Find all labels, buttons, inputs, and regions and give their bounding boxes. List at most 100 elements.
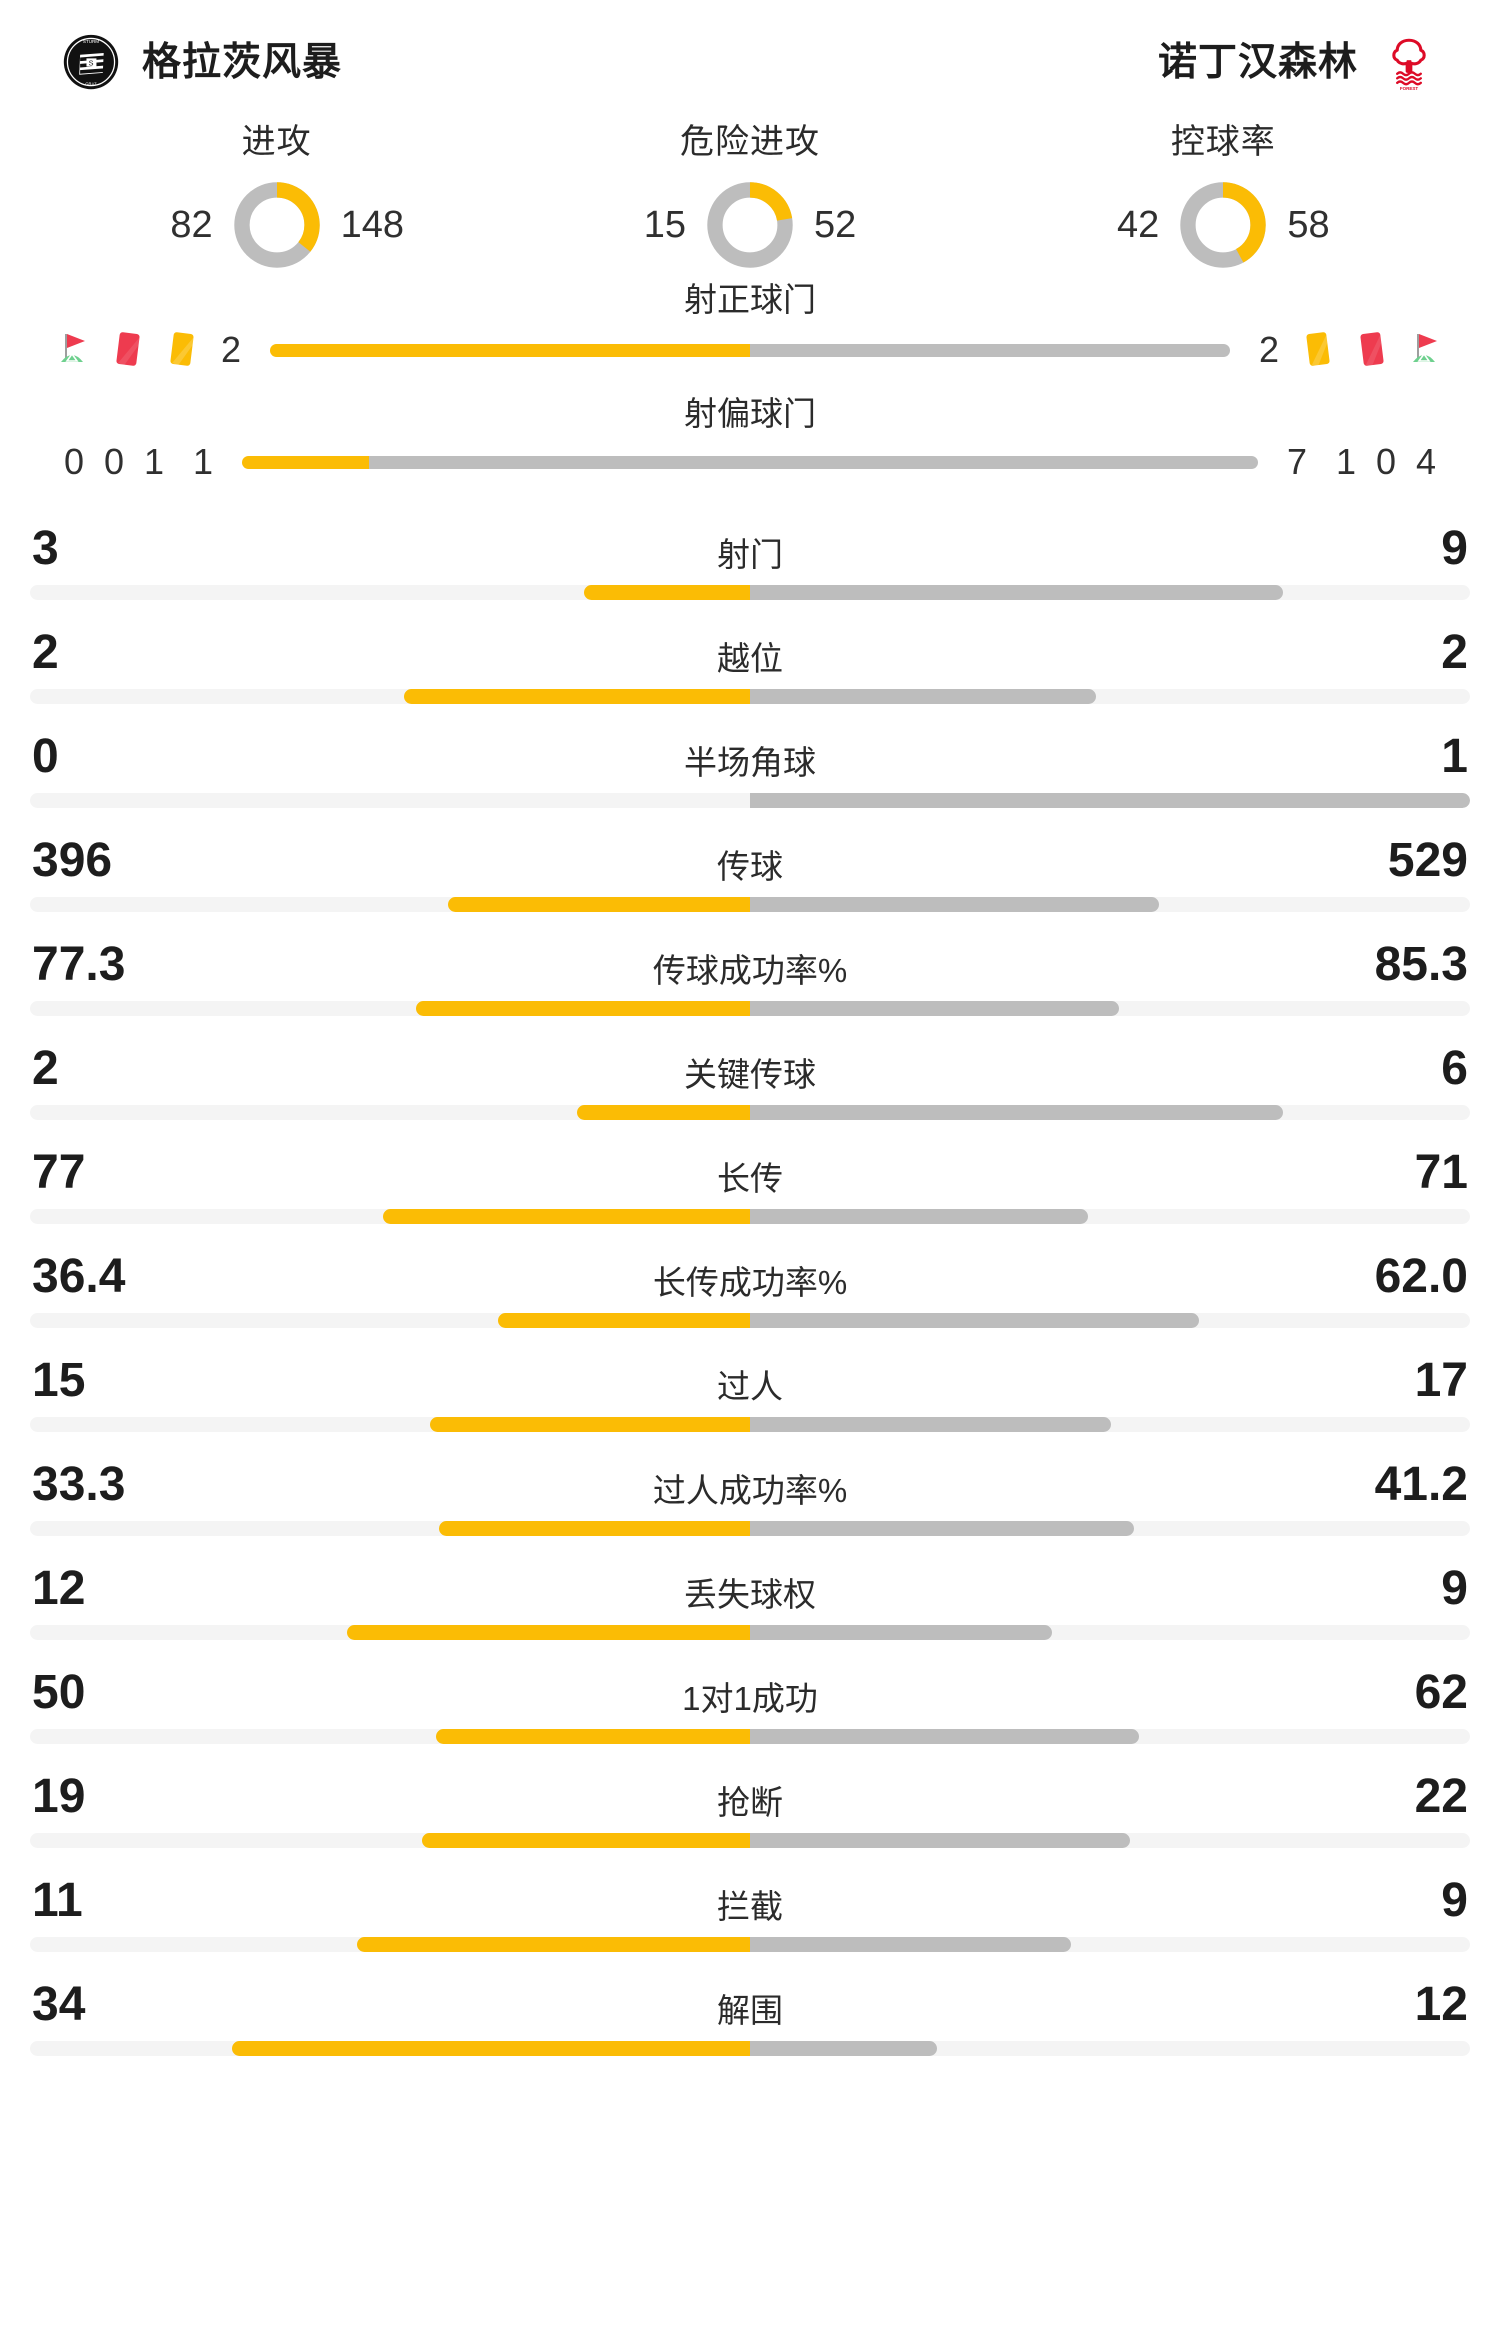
sturm-graz-crest-icon: S STURM GRAZ — [62, 33, 120, 91]
stat-bar-away-fill — [750, 1313, 1200, 1328]
stat-bar-away-fill — [750, 1105, 1283, 1120]
stat-bar-home-fill — [346, 1625, 750, 1640]
stat-row: 36.4 62.0 长传成功率% — [30, 1239, 1470, 1343]
stat-home-value: 33.3 — [32, 1458, 126, 1511]
stat-bar — [30, 1313, 1470, 1328]
shots-off-target-bar — [242, 455, 1258, 469]
stat-home-value: 12 — [32, 1562, 86, 1615]
stat-home-value: 50 — [32, 1666, 86, 1719]
away-team-name: 诺丁汉森林 — [1157, 40, 1358, 84]
donut-title: 控球率 — [1170, 123, 1276, 161]
stat-bar — [30, 1209, 1470, 1224]
stat-row: 2 2 越位 — [30, 615, 1470, 719]
stat-bar — [30, 1625, 1470, 1640]
shots-on-target-bar — [270, 343, 1230, 357]
stat-home-value: 34 — [32, 1978, 86, 2031]
stat-away-value: 1 — [1441, 730, 1468, 783]
stat-bar-home-fill — [438, 1521, 750, 1536]
red-card-icon — [108, 327, 148, 373]
stat-away-value: 17 — [1414, 1354, 1468, 1407]
stat-label: 越位 — [717, 640, 783, 677]
stat-label: 过人成功率% — [652, 1472, 848, 1509]
stat-row: 77 71 长传 — [30, 1135, 1470, 1239]
donut-home-value: 42 — [1117, 204, 1160, 246]
stat-label: 拦截 — [717, 1888, 783, 1925]
stat-away-value: 62 — [1414, 1666, 1468, 1719]
stat-away-value: 12 — [1414, 1978, 1468, 2031]
donut-stat-dangerous-attacks: 危险进攻 15 52 — [513, 114, 986, 271]
stat-bar — [30, 1833, 1470, 1848]
donut-away-value: 52 — [813, 204, 857, 246]
stat-bar — [30, 1937, 1470, 1952]
stat-bar-away-fill — [750, 1001, 1119, 1016]
stat-label: 丢失球权 — [684, 1576, 816, 1613]
stat-bar — [30, 793, 1470, 808]
donut-stat-possession: 控球率 42 58 — [987, 114, 1460, 271]
stat-home-value: 77.3 — [32, 938, 126, 991]
away-yellow-cards-value: 1 — [1335, 441, 1357, 482]
shots-on-target-label: 射正球门 — [684, 281, 816, 318]
stat-label: 传球 — [717, 848, 783, 885]
dangerous-attacks-donut-chart — [707, 182, 793, 268]
target-stats-block: 射正球门 — [0, 281, 1500, 495]
stat-bar-home-fill — [430, 1417, 750, 1432]
stat-row: 12 9 丢失球权 — [30, 1551, 1470, 1655]
away-discipline-icons — [1298, 327, 1446, 373]
stat-bar — [30, 1417, 1470, 1432]
shots-off-target-home-value: 1 — [192, 441, 214, 482]
stat-bar-away-fill — [750, 1833, 1131, 1848]
donut-away-value: 58 — [1287, 204, 1330, 246]
home-team-name: 格拉茨风暴 — [142, 40, 343, 84]
stat-bar-away-fill — [750, 793, 1470, 808]
stat-away-value: 85.3 — [1374, 938, 1468, 991]
yellow-card-icon — [1298, 327, 1338, 373]
stat-label: 半场角球 — [684, 744, 816, 781]
stat-bar — [30, 1729, 1470, 1744]
stat-label: 解围 — [717, 1992, 783, 2029]
stat-home-value: 77 — [32, 1146, 86, 1199]
stat-bar-home-fill — [231, 2041, 750, 2056]
stat-bar-away-fill — [750, 1937, 1072, 1952]
stat-label: 抢断 — [717, 1784, 783, 1821]
stat-row: 50 62 1对1成功 — [30, 1655, 1470, 1759]
shots-off-target-row: 射偏球门 0 0 1 1 7 1 0 4 — [54, 395, 1446, 495]
stat-row: 396 529 传球 — [30, 823, 1470, 927]
stat-bar-home-fill — [382, 1209, 750, 1224]
stat-row: 2 6 关键传球 — [30, 1031, 1470, 1135]
shots-on-target-away-value: 2 — [1258, 329, 1280, 370]
stat-bar-home-fill — [404, 689, 750, 704]
shots-off-target-label: 射偏球门 — [684, 395, 816, 432]
stat-home-value: 2 — [32, 1042, 59, 1095]
stat-bar — [30, 1521, 1470, 1536]
stat-bar-away-fill — [750, 1209, 1089, 1224]
yellow-card-icon — [162, 327, 202, 373]
svg-text:GRAZ: GRAZ — [85, 82, 97, 87]
stat-bar-away-fill — [750, 897, 1159, 912]
donut-title: 进攻 — [241, 123, 312, 161]
stat-bar — [30, 1105, 1470, 1120]
stat-bar-home-fill — [584, 585, 750, 600]
donut-stat-attacks: 进攻 82 148 — [40, 114, 513, 271]
red-card-icon — [1352, 327, 1392, 373]
stat-bar-home-fill — [436, 1729, 750, 1744]
stat-label: 射门 — [717, 536, 783, 573]
stat-row: 33.3 41.2 过人成功率% — [30, 1447, 1470, 1551]
stat-away-value: 2 — [1441, 626, 1468, 679]
stat-row: 19 22 抢断 — [30, 1759, 1470, 1863]
stat-home-value: 2 — [32, 626, 59, 679]
stat-bar-away-fill — [750, 689, 1096, 704]
stat-bar-home-fill — [421, 1833, 750, 1848]
stat-row: 15 17 过人 — [30, 1343, 1470, 1447]
stat-home-value: 36.4 — [32, 1250, 126, 1303]
home-team: S STURM GRAZ 格拉茨风暴 — [62, 33, 342, 91]
match-header: S STURM GRAZ 格拉茨风暴 诺丁汉森林 — [0, 0, 1500, 96]
shots-on-target-row: 射正球门 — [54, 281, 1446, 383]
stat-label: 长传成功率% — [652, 1264, 848, 1301]
stat-bar — [30, 689, 1470, 704]
stat-home-value: 11 — [32, 1874, 83, 1927]
stat-rows: 3 9 射门 2 2 越位 0 1 半场角球 396 529 传球 77.3 85.3 传球成功率% 2 6 关键… — [0, 511, 1500, 2071]
stat-bar — [30, 897, 1470, 912]
svg-text:FOREST: FOREST — [1400, 86, 1419, 91]
stat-home-value: 0 — [32, 730, 59, 783]
